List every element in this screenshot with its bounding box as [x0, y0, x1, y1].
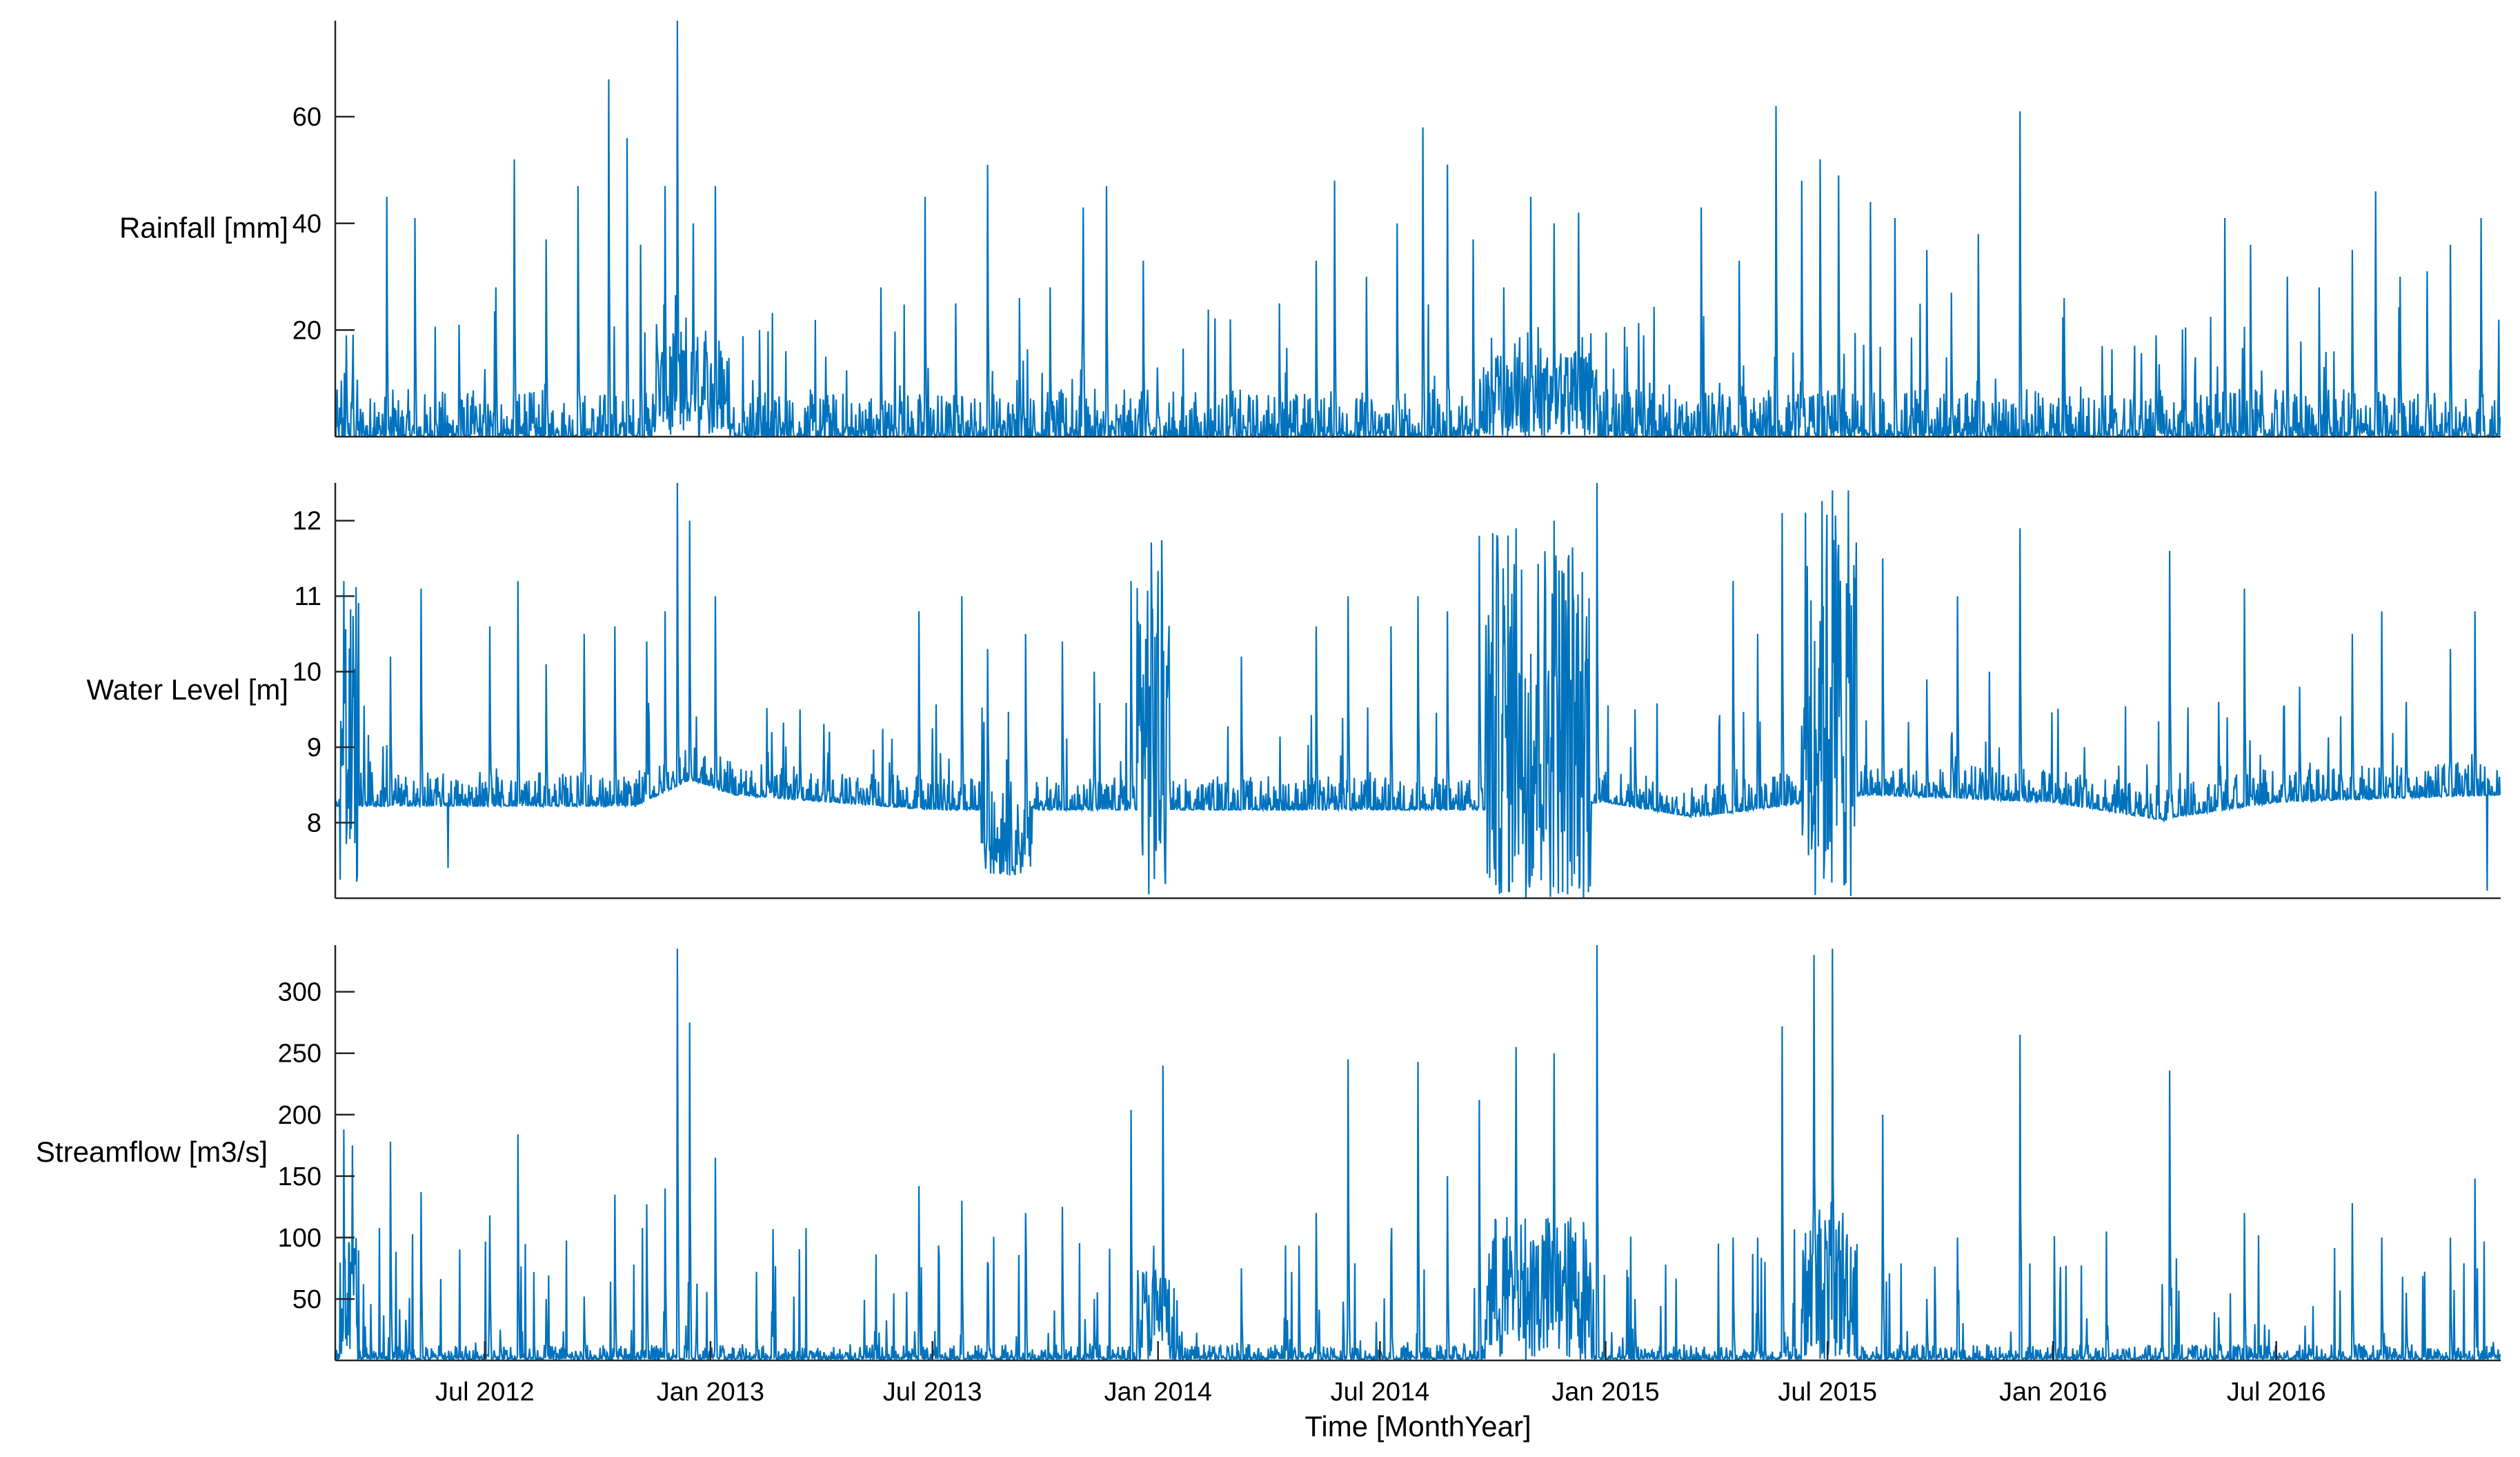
y-tick-label: 250	[278, 1040, 321, 1069]
x-tick-label: Jul 2016	[2227, 1378, 2326, 1407]
y-tick-label: 50	[292, 1285, 321, 1314]
x-tick-label: Jul 2012	[435, 1378, 535, 1407]
y-tick-label: 40	[292, 210, 321, 239]
x-tick-label: Jan 2015	[1551, 1378, 1659, 1407]
series-line-2	[335, 483, 2501, 899]
x-tick-label: Jul 2013	[883, 1378, 982, 1407]
y-tick-label: 100	[278, 1224, 321, 1253]
y-tick-label: 8	[307, 809, 321, 838]
x-tick-label: Jan 2013	[657, 1378, 764, 1407]
x-tick-label: Jan 2016	[1999, 1378, 2107, 1407]
y-tick-label: 11	[295, 582, 321, 611]
y-tick-label: 12	[292, 507, 321, 536]
y-tick-label: 10	[292, 658, 321, 687]
y-tick-label: 20	[292, 316, 321, 345]
panel-2: 8 9 10 11 12 Water Level [m]	[86, 483, 2501, 900]
x-axis-title: Time [MonthYear]	[1304, 1410, 1531, 1443]
y-tick-label: 9	[307, 733, 321, 762]
y-tick-label: 300	[278, 978, 321, 1007]
series-line-3	[335, 945, 2501, 1362]
y-tick-label: 200	[278, 1101, 321, 1130]
panel-1: 20 40 60 Rainfall [mm]	[119, 21, 2501, 438]
y-tick-label: 150	[278, 1162, 321, 1191]
y-axis-label: Water Level [m]	[86, 673, 288, 706]
y-tick-label: 60	[292, 103, 321, 132]
x-tick-label: Jul 2015	[1778, 1378, 1877, 1407]
y-axis-label: Rainfall [mm]	[119, 212, 288, 244]
panel-3: 50 100 150 200 250 300 Streamflow [m3/s]	[36, 945, 2501, 1362]
y-axis-label: Streamflow [m3/s]	[36, 1136, 268, 1168]
x-tick-label: Jan 2014	[1104, 1378, 1211, 1407]
panels: 20 40 60 Rainfall [mm] 8 9 10 11 12 Water Level […	[36, 21, 2501, 1362]
x-tick-label: Jul 2014	[1331, 1378, 1430, 1407]
x-axis: Jul 2012 Jan 2013 Jul 2013 Jan 2014 Jul 2014…	[435, 1341, 2326, 1407]
